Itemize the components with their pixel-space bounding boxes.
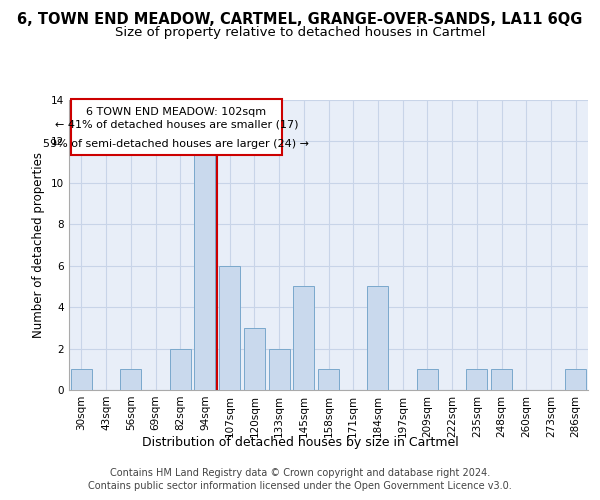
Bar <box>120 370 141 390</box>
Bar <box>491 370 512 390</box>
Bar <box>244 328 265 390</box>
Bar <box>293 286 314 390</box>
Bar <box>466 370 487 390</box>
Bar <box>219 266 240 390</box>
Bar <box>565 370 586 390</box>
Text: ← 41% of detached houses are smaller (17): ← 41% of detached houses are smaller (17… <box>55 119 298 129</box>
Text: 6, TOWN END MEADOW, CARTMEL, GRANGE-OVER-SANDS, LA11 6QG: 6, TOWN END MEADOW, CARTMEL, GRANGE-OVER… <box>17 12 583 28</box>
Text: Contains public sector information licensed under the Open Government Licence v3: Contains public sector information licen… <box>88 481 512 491</box>
Text: Contains HM Land Registry data © Crown copyright and database right 2024.: Contains HM Land Registry data © Crown c… <box>110 468 490 477</box>
Bar <box>367 286 388 390</box>
Text: Size of property relative to detached houses in Cartmel: Size of property relative to detached ho… <box>115 26 485 39</box>
Bar <box>269 348 290 390</box>
Bar <box>71 370 92 390</box>
Bar <box>194 142 215 390</box>
Y-axis label: Number of detached properties: Number of detached properties <box>32 152 46 338</box>
FancyBboxPatch shape <box>71 99 281 155</box>
Text: Distribution of detached houses by size in Cartmel: Distribution of detached houses by size … <box>142 436 458 449</box>
Bar <box>170 348 191 390</box>
Text: 59% of semi-detached houses are larger (24) →: 59% of semi-detached houses are larger (… <box>43 138 309 148</box>
Bar <box>318 370 339 390</box>
Bar <box>417 370 438 390</box>
Text: 6 TOWN END MEADOW: 102sqm: 6 TOWN END MEADOW: 102sqm <box>86 107 266 117</box>
